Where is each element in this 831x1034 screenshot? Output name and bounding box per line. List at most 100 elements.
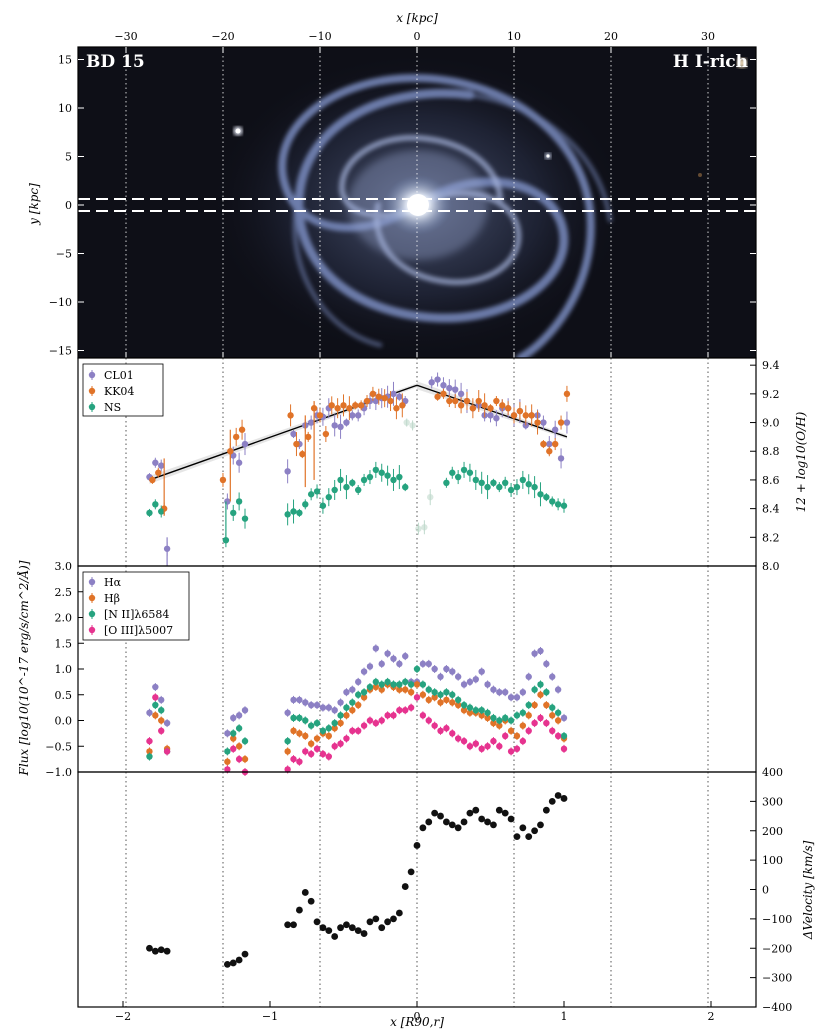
- flux-point: [230, 714, 237, 722]
- flux-point: [549, 673, 556, 680]
- flux-tick-label: 2.0: [55, 612, 73, 625]
- flux-point: [502, 732, 509, 740]
- bottom-axis-label: x [R90,r]: [390, 1015, 444, 1029]
- metallicity-point-NS: [513, 483, 521, 491]
- flux-point: [490, 719, 497, 727]
- metallicity-point-KK04: [399, 402, 406, 409]
- metallicity-point-NS: [402, 483, 409, 491]
- metallicity-point-CL01: [241, 440, 249, 448]
- metallicity-point-KK04: [322, 430, 330, 438]
- flux-point: [235, 755, 243, 763]
- flux-point: [560, 732, 568, 740]
- velocity-point: [223, 961, 231, 968]
- flux-point: [384, 650, 391, 657]
- metallicity-point-KK04: [375, 393, 382, 400]
- flux-point: [290, 755, 297, 763]
- metallicity-point-CL01: [284, 468, 291, 475]
- flux-point: [496, 743, 503, 750]
- flux-point: [466, 678, 474, 686]
- flux-point: [241, 737, 249, 745]
- velocity-point: [348, 924, 356, 932]
- velocity-point: [484, 818, 491, 826]
- flux-point: [152, 712, 159, 719]
- metallicity-point-NS: [337, 476, 344, 484]
- flux-point: [496, 688, 503, 696]
- flux-point: [284, 766, 291, 773]
- metallicity-point-NS: [343, 483, 350, 491]
- flux-point: [325, 732, 332, 740]
- velocity-point: [360, 930, 368, 937]
- velocity-point: [537, 821, 544, 829]
- flux-point: [454, 673, 462, 680]
- top-tick-label: 0: [414, 30, 421, 43]
- image-y-tick-label: 5: [65, 151, 72, 164]
- velocity-tick-label: 200: [762, 825, 783, 838]
- velocity-point: [146, 944, 153, 952]
- flux-point: [331, 719, 338, 727]
- metallicity-point-NS: [560, 502, 568, 509]
- metallicity-point-KK04: [328, 402, 335, 409]
- flux-point: [224, 748, 231, 755]
- flux-points: [146, 644, 568, 776]
- flux-point: [560, 745, 568, 753]
- metallicity-point-central: [415, 525, 422, 532]
- metallicity-point-NS: [372, 466, 380, 474]
- metallicity-point-KK04: [540, 440, 547, 448]
- flux-point: [437, 727, 444, 734]
- flux-point: [319, 750, 327, 758]
- metallicity-point-CL01: [337, 423, 344, 431]
- metallicity-point-CL01: [390, 390, 397, 398]
- metallicity-point-KK04: [469, 405, 477, 412]
- flux-point: [419, 660, 427, 668]
- legend-label: CL01: [104, 369, 134, 382]
- flux-point: [378, 686, 385, 693]
- flux-point: [146, 753, 153, 760]
- legend-marker: [88, 578, 96, 586]
- flux-point: [313, 719, 321, 727]
- flux-point: [290, 714, 297, 722]
- flux-point: [366, 717, 374, 724]
- flux-point: [449, 691, 456, 698]
- metallicity-point-KK04: [504, 405, 512, 412]
- flux-point: [372, 719, 380, 727]
- flux-point: [449, 699, 456, 706]
- flux-point: [296, 696, 303, 704]
- legend-label: [O III]λ5007: [104, 624, 173, 637]
- metallicity-tick-label: 8.6: [762, 474, 780, 487]
- flux-point: [431, 665, 438, 673]
- flux-point: [331, 707, 338, 714]
- flux-point: [349, 686, 356, 693]
- metallicity-point-KK04: [481, 402, 488, 409]
- velocity-point: [284, 921, 292, 929]
- flux-point: [360, 722, 368, 729]
- metallicity-point-CL01: [546, 440, 553, 448]
- flux-point: [302, 748, 309, 755]
- top-axis-label: x [kpc]: [396, 11, 438, 25]
- metallicity-point-NS: [146, 509, 153, 517]
- flux-point: [531, 719, 538, 727]
- velocity-point: [525, 833, 533, 841]
- metallicity-point-NS: [519, 476, 527, 484]
- flux-point: [507, 748, 515, 755]
- metallicity-point-CL01: [343, 419, 350, 426]
- velocity-point: [319, 924, 327, 932]
- flux-point: [402, 686, 409, 693]
- metallicity-guides: [125, 358, 709, 566]
- metallicity-point-CL01: [152, 459, 159, 466]
- flux-point: [355, 678, 362, 686]
- metallicity-point-CL01: [446, 384, 453, 392]
- metallicity-point-KK04: [352, 402, 359, 409]
- metallicity-left-tick-label: 3.0: [55, 560, 73, 573]
- metallicity-point-KK04: [232, 433, 240, 441]
- flux-point: [307, 740, 315, 747]
- velocity-tick-label: 300: [762, 795, 783, 808]
- flux-point: [384, 712, 391, 719]
- velocity-point: [401, 883, 409, 890]
- flux-point: [146, 737, 153, 745]
- flux-point: [302, 732, 309, 740]
- velocity-point: [290, 921, 297, 929]
- flux-point: [537, 647, 544, 655]
- bottom-tick-label: 1: [561, 1010, 568, 1023]
- metallicity-tick-label: 8.2: [762, 531, 780, 544]
- velocity-guides: [125, 772, 709, 1007]
